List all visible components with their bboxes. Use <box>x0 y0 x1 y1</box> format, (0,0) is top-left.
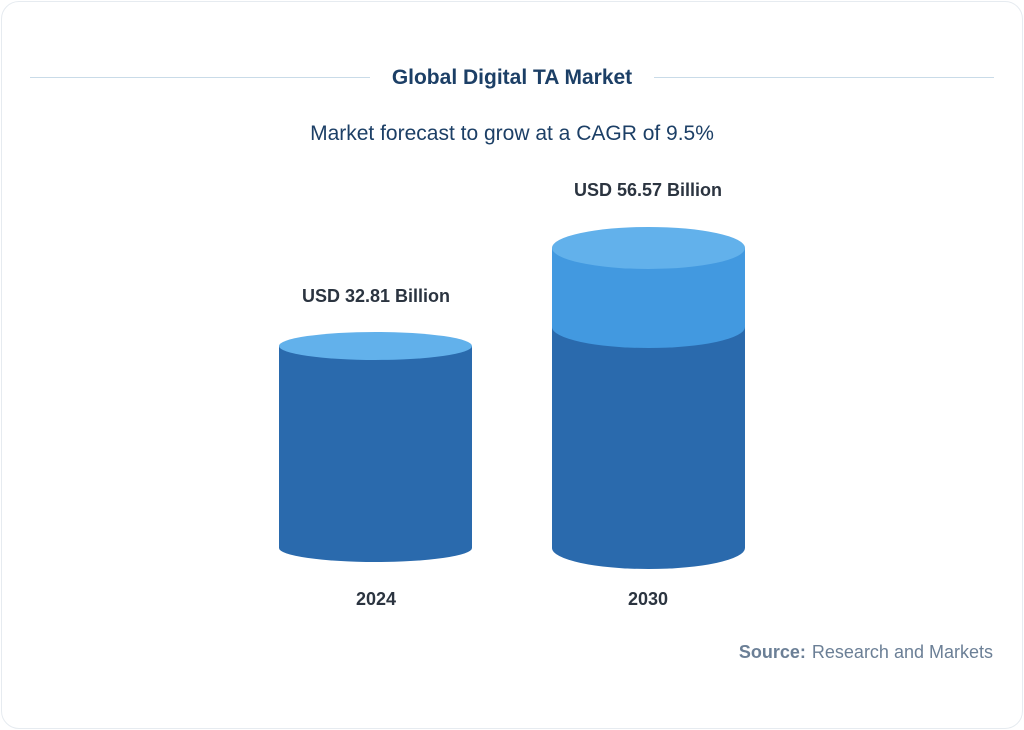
cylinder-top-2024 <box>279 331 472 360</box>
cylinder-top-2030 <box>552 226 745 269</box>
chart-title-text: Global Digital TA Market <box>377 66 647 89</box>
title-divider-left <box>30 77 370 78</box>
title-divider-right <box>654 77 994 78</box>
category-label-2030: 2030 <box>627 589 669 609</box>
cylinder-body-2024 <box>279 345 472 562</box>
cylinder-growth-segment-2030 <box>552 247 745 349</box>
source-note: Source: Research and Markets <box>739 642 993 663</box>
data-label-2024: USD 32.81 Billion <box>301 286 451 306</box>
chart-title: Global Digital TA Market <box>0 66 1024 90</box>
chart-subtitle: Market forecast to grow at a CAGR of 9.5… <box>310 122 714 145</box>
source-value: Research and Markets <box>811 642 993 662</box>
category-label-2024: 2024 <box>355 589 397 609</box>
data-label-2030: USD 56.57 Billion <box>573 180 723 200</box>
source-label: Source: <box>738 642 806 662</box>
